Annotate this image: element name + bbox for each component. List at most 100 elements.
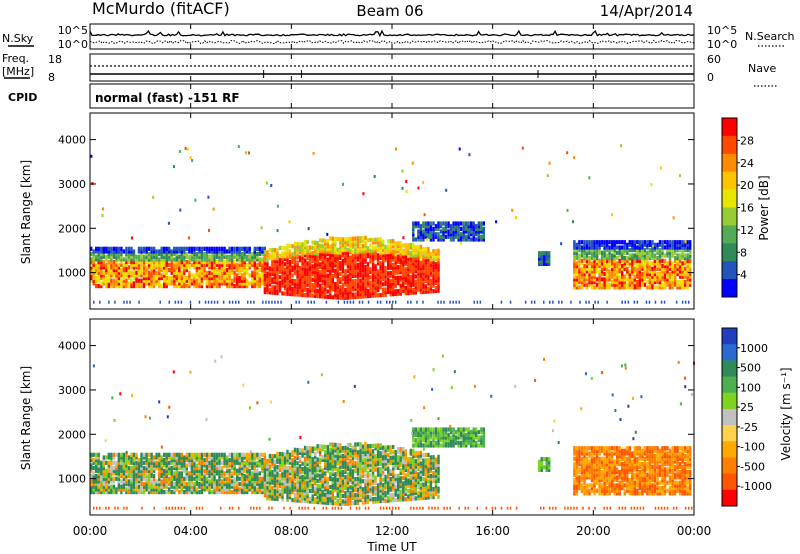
- heatmap-cell: [402, 243, 405, 248]
- heatmap-cell: [663, 266, 667, 271]
- heatmap-scatter-cell: [101, 214, 104, 218]
- heatmap-cell: [666, 282, 669, 287]
- heatmap-cell: [603, 240, 606, 245]
- heatmap-cell: [303, 285, 307, 290]
- heatmap-cell: [336, 282, 339, 287]
- heatmap-cell: [585, 285, 589, 290]
- heatmap-cell: [246, 460, 249, 465]
- heatmap-cell: [97, 270, 100, 275]
- heatmap-cell: [407, 261, 410, 266]
- heatmap-cell: [311, 462, 314, 467]
- heatmap-cell: [369, 248, 372, 253]
- heatmap-cell: [339, 459, 342, 464]
- heatmap-cell: [200, 257, 204, 262]
- heatmap-scatter-cell: [459, 241, 462, 245]
- heatmap-cell: [417, 271, 420, 276]
- heatmap-scatter-cell: [405, 190, 408, 194]
- heatmap-cell: [633, 253, 636, 258]
- heatmap-cell: [605, 261, 609, 266]
- heatmap-cell: [163, 278, 166, 283]
- heatmap-cell: [225, 471, 229, 476]
- heatmap-cell: [321, 294, 324, 299]
- heatmap-cell: [308, 256, 312, 261]
- heatmap-cell: [205, 479, 209, 484]
- heatmap-cell: [298, 485, 302, 490]
- heatmap-cell: [683, 242, 687, 247]
- heatmap-cell: [381, 260, 385, 266]
- heatmap-cell: [371, 261, 375, 266]
- heatmap-cell: [452, 226, 455, 231]
- heatmap-cell: [298, 450, 302, 455]
- heatmap-cell: [92, 268, 95, 273]
- heatmap-cell: [150, 273, 153, 278]
- heatmap-cell: [261, 463, 264, 468]
- heatmap-cell: [198, 257, 201, 262]
- heatmap-cell: [336, 459, 339, 464]
- heatmap-cell: [442, 221, 445, 226]
- heatmap-cell: [402, 275, 405, 280]
- heatmap-cell: [183, 468, 186, 473]
- heatmap-cell: [303, 477, 307, 482]
- heatmap-cell: [281, 278, 284, 283]
- heatmap-cell: [125, 474, 128, 479]
- heatmap-cell: [303, 282, 307, 287]
- heatmap-cell: [145, 276, 148, 281]
- heatmap-cell: [152, 265, 156, 270]
- heatmap-cell: [188, 484, 191, 489]
- heatmap-cell: [389, 239, 392, 244]
- heatmap-cell: [158, 260, 161, 265]
- heatmap-cell: [291, 471, 294, 476]
- heatmap-cell: [417, 266, 420, 271]
- heatmap-cell: [127, 479, 131, 484]
- heatmap-cell: [291, 460, 294, 465]
- heatmap-cell: [585, 250, 589, 255]
- heatmap-scatter-cell: [458, 147, 461, 151]
- heatmap-cell: [253, 490, 256, 495]
- heatmap-cell: [316, 492, 319, 497]
- heatmap-cell: [158, 463, 161, 468]
- heatmap-cell: [253, 487, 256, 492]
- heatmap-cell: [331, 453, 334, 458]
- heatmap-cell: [115, 284, 118, 289]
- heatmap-cell: [296, 244, 299, 249]
- heatmap-cell: [334, 501, 337, 506]
- heatmap-cell: [324, 241, 327, 246]
- heatmap-cell: [467, 232, 470, 237]
- heatmap-cell: [293, 284, 297, 289]
- heatmap-cell: [384, 244, 387, 249]
- heatmap-cell: [605, 285, 609, 290]
- heatmap-cell: [314, 269, 317, 275]
- heatmap-cell: [356, 276, 360, 281]
- heatmap-cell: [414, 250, 417, 255]
- heatmap-cell: [346, 239, 350, 244]
- heatmap-cell: [376, 274, 380, 279]
- heatmap-cell: [678, 274, 682, 279]
- heatmap-cell: [424, 278, 428, 284]
- heatmap-cell: [429, 229, 433, 234]
- heatmap-cell: [185, 474, 188, 479]
- heatmap-cell: [324, 450, 327, 455]
- heatmap-cell: [321, 243, 324, 248]
- heatmap-cell: [583, 272, 586, 277]
- heatmap-cell: [409, 266, 412, 271]
- heatmap-cell: [329, 474, 332, 479]
- heatmap-cell: [205, 452, 209, 457]
- heatmap-cell: [137, 471, 141, 476]
- heatmap-cell: [137, 468, 141, 473]
- heatmap-cell: [319, 278, 322, 283]
- heatmap-cell: [203, 252, 206, 257]
- heatmap-cell: [90, 468, 93, 473]
- heatmap-cell: [137, 484, 141, 489]
- heatmap-cell: [132, 257, 136, 262]
- heatmap-cell: [329, 273, 332, 278]
- heatmap-cell: [321, 267, 324, 272]
- heatmap-cell: [188, 246, 191, 251]
- heatmap-cell: [339, 467, 342, 472]
- heatmap-cell: [261, 257, 264, 262]
- heatmap-cell: [349, 466, 352, 471]
- heatmap-cell: [168, 249, 171, 254]
- heatmap-cell: [165, 458, 168, 463]
- heatmap-cell: [241, 474, 244, 479]
- heatmap-cell: [319, 249, 322, 254]
- heatmap-cell: [190, 471, 194, 476]
